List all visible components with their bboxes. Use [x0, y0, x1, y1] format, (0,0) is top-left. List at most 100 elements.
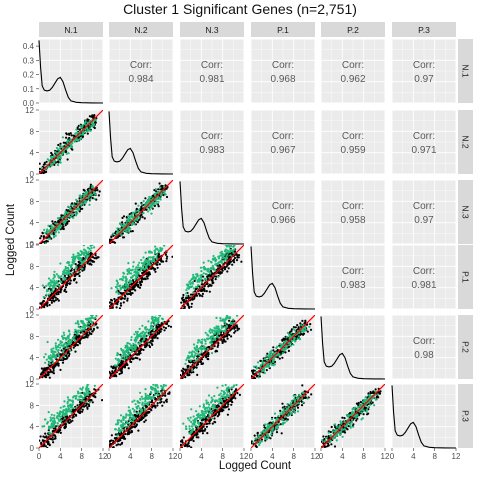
point-significant-gene	[193, 343, 195, 345]
point-significant-gene	[288, 343, 290, 345]
point-all-genes	[170, 326, 172, 328]
point-significant-gene	[133, 346, 135, 348]
point-significant-gene	[205, 343, 207, 345]
point-significant-gene	[118, 360, 120, 362]
panel-P.3-N.1	[38, 381, 103, 450]
point-significant-gene	[205, 273, 207, 275]
point-significant-gene	[62, 136, 64, 138]
point-all-genes	[66, 358, 68, 360]
point-significant-gene	[82, 125, 84, 127]
point-significant-gene	[124, 347, 126, 349]
point-significant-gene	[268, 364, 270, 366]
point-significant-gene	[209, 332, 211, 334]
point-significant-gene	[115, 291, 117, 293]
point-all-genes	[139, 350, 141, 352]
point-significant-gene	[211, 340, 213, 342]
point-significant-gene	[264, 372, 266, 374]
point-significant-gene	[158, 314, 160, 316]
point-significant-gene	[215, 317, 217, 319]
point-all-genes	[159, 331, 161, 333]
point-all-genes	[160, 259, 162, 261]
point-significant-gene	[53, 274, 55, 276]
point-significant-gene	[154, 246, 156, 248]
point-all-genes	[124, 298, 126, 300]
point-significant-gene	[57, 275, 59, 277]
point-all-genes	[84, 266, 86, 268]
point-significant-gene	[132, 349, 134, 351]
point-significant-gene	[80, 258, 82, 260]
point-significant-gene	[154, 328, 156, 330]
point-significant-gene	[142, 265, 144, 267]
corr-label: Corr:	[342, 60, 364, 71]
point-all-genes	[95, 122, 97, 124]
corr-label: Corr:	[342, 266, 364, 277]
point-significant-gene	[193, 292, 195, 294]
point-all-genes	[110, 235, 112, 237]
point-significant-gene	[90, 130, 92, 132]
point-significant-gene	[188, 287, 190, 289]
point-all-genes	[157, 188, 159, 190]
point-significant-gene	[77, 257, 79, 259]
point-significant-gene	[57, 158, 59, 160]
point-all-genes	[110, 299, 112, 301]
point-significant-gene	[188, 281, 190, 283]
row-strip-label: P.1	[461, 271, 471, 283]
point-significant-gene	[63, 151, 65, 153]
point-significant-gene	[66, 212, 68, 214]
point-all-genes	[197, 363, 199, 365]
point-all-genes	[209, 291, 211, 293]
point-all-genes	[137, 284, 139, 286]
point-significant-gene	[138, 262, 140, 264]
panel-N.3-N.2	[108, 180, 173, 244]
point-significant-gene	[50, 165, 52, 167]
point-significant-gene	[157, 201, 159, 203]
point-significant-gene	[275, 347, 277, 349]
point-significant-gene	[124, 288, 126, 290]
point-all-genes	[226, 270, 228, 272]
point-significant-gene	[223, 260, 225, 262]
point-significant-gene	[130, 280, 132, 282]
point-all-genes	[40, 235, 42, 237]
point-significant-gene	[52, 278, 54, 280]
point-all-genes	[281, 339, 283, 341]
point-all-genes	[78, 275, 80, 277]
point-significant-gene	[133, 261, 135, 263]
point-significant-gene	[47, 283, 49, 285]
panel-P.1-N.2	[108, 239, 173, 310]
point-significant-gene	[67, 267, 69, 269]
point-all-genes	[57, 161, 59, 163]
point-significant-gene	[270, 362, 272, 364]
point-significant-gene	[66, 272, 68, 274]
point-significant-gene	[148, 196, 150, 198]
point-significant-gene	[229, 249, 231, 251]
point-significant-gene	[184, 363, 186, 365]
point-significant-gene	[63, 273, 65, 275]
point-significant-gene	[150, 206, 152, 208]
point-significant-gene	[121, 225, 123, 227]
panel-N.2-P.1: Corr:0.967	[251, 110, 315, 174]
point-significant-gene	[197, 341, 199, 343]
point-significant-gene	[156, 256, 158, 258]
panel-N.3-N.3	[180, 180, 244, 244]
point-significant-gene	[120, 287, 122, 289]
point-all-genes	[231, 264, 233, 266]
point-significant-gene	[85, 191, 87, 193]
point-significant-gene	[75, 211, 77, 213]
point-significant-gene	[127, 342, 129, 344]
point-significant-gene	[81, 329, 83, 331]
point-significant-gene	[60, 275, 62, 277]
point-all-genes	[60, 214, 62, 216]
point-significant-gene	[261, 370, 263, 372]
point-significant-gene	[60, 145, 62, 147]
point-all-genes	[296, 324, 298, 326]
point-significant-gene	[116, 283, 118, 285]
point-significant-gene	[150, 196, 152, 198]
point-significant-gene	[278, 353, 280, 355]
point-significant-gene	[68, 152, 70, 154]
point-all-genes	[182, 294, 184, 296]
point-significant-gene	[123, 358, 125, 360]
point-significant-gene	[308, 326, 310, 328]
point-significant-gene	[219, 317, 221, 319]
point-significant-gene	[217, 332, 219, 334]
point-significant-gene	[128, 217, 130, 219]
